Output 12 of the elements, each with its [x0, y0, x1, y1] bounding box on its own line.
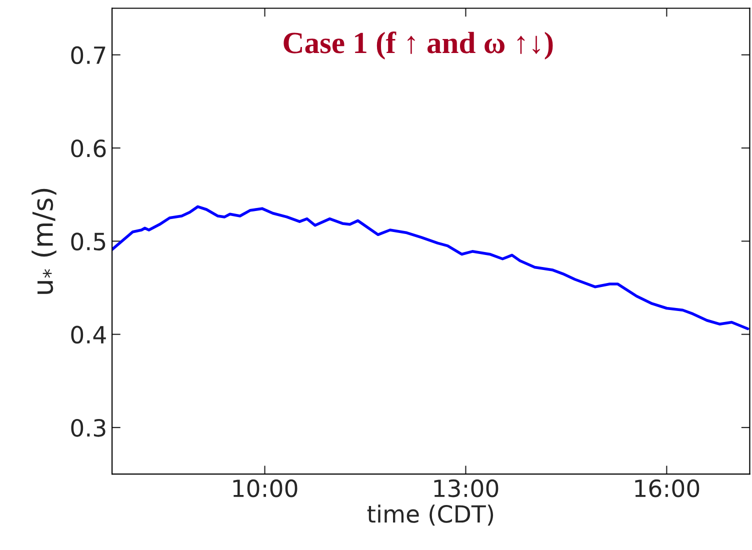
y-tick-label: 0.5: [71, 232, 106, 250]
x-tick-label: 16:00: [635, 479, 700, 498]
line-series: [112, 205, 750, 330]
y-tick-label: 0.4: [71, 326, 106, 344]
y-tick-label: 0.7: [71, 46, 106, 64]
y-tick-label: 0.3: [71, 418, 106, 437]
y-axis-title: u$_{*}$ (m/s): [32, 188, 56, 294]
x-tick-label: 13:00: [434, 479, 498, 498]
y-tick-label: 0.6: [71, 139, 106, 158]
x-tick-label: 10:00: [233, 479, 298, 498]
x-axis-title: time (CDT): [367, 504, 494, 526]
text: Case 1 (f ↑ and ω ↑↓): [284, 32, 553, 60]
